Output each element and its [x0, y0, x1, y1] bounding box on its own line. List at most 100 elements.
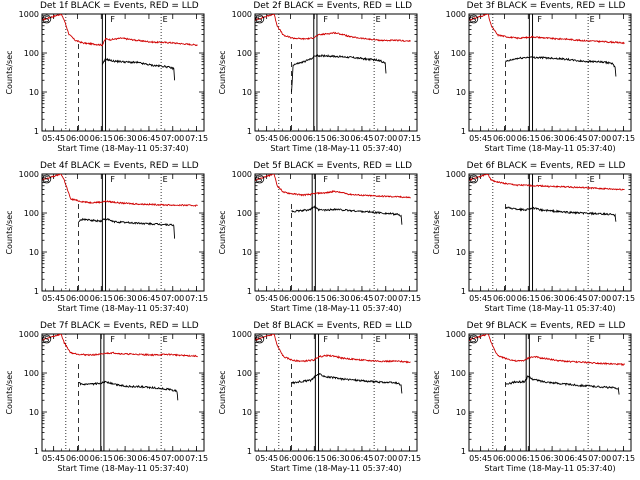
- plot-title: Det 8f BLACK = Events, RED = LLD: [253, 321, 413, 331]
- plot-title: Det 1f BLACK = Events, RED = LLD: [40, 1, 199, 11]
- y-axis-label: Counts/sec: [218, 50, 227, 94]
- y-tick-label: 1: [247, 447, 252, 456]
- x-axis-label: Start Time (18-May-11 05:37:40): [271, 304, 402, 313]
- plot-canvas: 1 10 100 1000 05:45 06:00 06:15 06:30 06:45 07:00…: [218, 170, 421, 313]
- marker-e: E: [589, 335, 594, 344]
- y-axis-label: Counts/sec: [432, 50, 441, 94]
- marker-f: F: [324, 335, 329, 344]
- x-axis-label: Start Time (18-May-11 05:37:40): [271, 464, 402, 473]
- y-tick-label: 1: [34, 127, 39, 136]
- x-tick-label: 06:30: [327, 294, 350, 303]
- x-tick-label: 06:15: [90, 454, 113, 463]
- x-tick-label: 06:45: [351, 294, 374, 303]
- x-tick-label: 06:45: [351, 454, 374, 463]
- x-tick-label: 07:15: [612, 294, 635, 303]
- start-marker-circle: [42, 174, 52, 184]
- y-tick-label: 10: [29, 88, 39, 97]
- start-marker-circle: [255, 14, 265, 24]
- start-marker-circle: [255, 334, 265, 344]
- start-marker-circle: [469, 174, 478, 184]
- y-tick-label: 1: [461, 127, 466, 136]
- y-tick-label: 100: [237, 49, 252, 58]
- plot-frame: [41, 333, 205, 452]
- x-tick-label: 06:15: [516, 134, 539, 143]
- lld-series-line: [41, 334, 198, 358]
- x-tick-label: 07:00: [375, 454, 398, 463]
- y-tick-label: 1000: [445, 330, 465, 339]
- start-marker-circle: [469, 14, 478, 24]
- plot-panel-det-3f: Det 3f BLACK = Events, RED = LLD 1 10 100 10…: [427, 0, 640, 160]
- marker-f: F: [110, 335, 115, 344]
- x-tick-label: 07:15: [185, 454, 208, 463]
- y-axis-label: Counts/sec: [432, 370, 441, 414]
- y-axis-label: Counts/sec: [5, 210, 14, 254]
- plot-frame: [41, 173, 205, 292]
- y-axis-label: Counts/sec: [5, 370, 14, 414]
- x-tick-label: 06:45: [137, 134, 160, 143]
- events-series-line: [504, 375, 620, 395]
- marker-s: S: [471, 15, 476, 24]
- x-tick-label: 06:00: [493, 454, 516, 463]
- y-tick-label: 100: [450, 209, 465, 218]
- marker-e: E: [163, 335, 168, 344]
- y-tick-label: 1000: [445, 170, 465, 179]
- start-marker-circle: [255, 174, 265, 184]
- y-tick-label: 10: [242, 408, 252, 417]
- x-tick-label: 07:00: [588, 294, 611, 303]
- x-axis-label: Start Time (18-May-11 05:37:40): [484, 464, 615, 473]
- marker-e: E: [589, 175, 594, 184]
- x-tick-label: 07:00: [161, 134, 184, 143]
- x-tick-label: 06:15: [516, 294, 539, 303]
- x-tick-label: 07:15: [398, 134, 421, 143]
- plot-panel-det-2f: Det 2f BLACK = Events, RED = LLD 1 10 100 10…: [213, 0, 426, 160]
- lld-series-line: [255, 14, 412, 43]
- lld-series-line: [468, 334, 625, 367]
- marker-s: S: [471, 335, 476, 344]
- lld-series-line: [255, 174, 412, 199]
- x-tick-label: 06:15: [516, 454, 539, 463]
- lld-series-line: [41, 14, 198, 47]
- plot-panel-det-1f: Det 1f BLACK = Events, RED = LLD 1 10 100 10…: [0, 0, 213, 160]
- x-tick-label: 06:00: [279, 454, 302, 463]
- x-tick-label: 06:15: [303, 294, 326, 303]
- y-tick-label: 100: [237, 369, 252, 378]
- x-tick-label: 07:15: [398, 454, 421, 463]
- x-tick-label: 06:15: [90, 294, 113, 303]
- plot-panel-det-4f: Det 4f BLACK = Events, RED = LLD 1 10 100 10…: [0, 160, 213, 320]
- x-tick-label: 06:45: [351, 134, 374, 143]
- marker-f: F: [324, 175, 329, 184]
- y-tick-label: 1: [34, 287, 39, 296]
- y-tick-label: 1: [461, 447, 466, 456]
- y-tick-label: 100: [24, 369, 39, 378]
- events-series-line: [291, 205, 403, 225]
- start-marker-circle: [42, 334, 52, 344]
- plot-title: Det 2f BLACK = Events, RED = LLD: [253, 1, 413, 11]
- x-axis-label: Start Time (18-May-11 05:37:40): [484, 304, 615, 313]
- y-tick-label: 1: [461, 287, 466, 296]
- x-tick-label: 07:00: [588, 134, 611, 143]
- marker-f: F: [324, 15, 329, 24]
- plot-title: Det 6f BLACK = Events, RED = LLD: [466, 161, 626, 171]
- y-tick-label: 10: [242, 248, 252, 257]
- marker-f: F: [537, 175, 542, 184]
- y-axis-label: Counts/sec: [218, 370, 227, 414]
- x-tick-label: 06:00: [493, 134, 516, 143]
- y-axis-label: Counts/sec: [218, 210, 227, 254]
- events-series-line: [78, 217, 176, 239]
- x-tick-label: 07:00: [375, 294, 398, 303]
- plot-frame: [468, 173, 632, 292]
- plot-title: Det 3f BLACK = Events, RED = LLD: [466, 1, 626, 11]
- x-axis-label: Start Time (18-May-11 05:37:40): [57, 304, 188, 313]
- x-tick-label: 06:00: [66, 454, 89, 463]
- marker-s: S: [258, 15, 263, 24]
- marker-s: S: [258, 335, 263, 344]
- plot-canvas: 1 10 100 1000 05:45 06:00 06:15 06:30 06:45 07:00…: [432, 170, 635, 313]
- marker-e: E: [376, 335, 381, 344]
- marker-f: F: [110, 15, 115, 24]
- marker-f: F: [537, 335, 542, 344]
- marker-f: F: [110, 175, 115, 184]
- plot-title: Det 5f BLACK = Events, RED = LLD: [253, 161, 413, 171]
- x-tick-label: 05:45: [42, 294, 65, 303]
- y-tick-label: 1000: [232, 330, 252, 339]
